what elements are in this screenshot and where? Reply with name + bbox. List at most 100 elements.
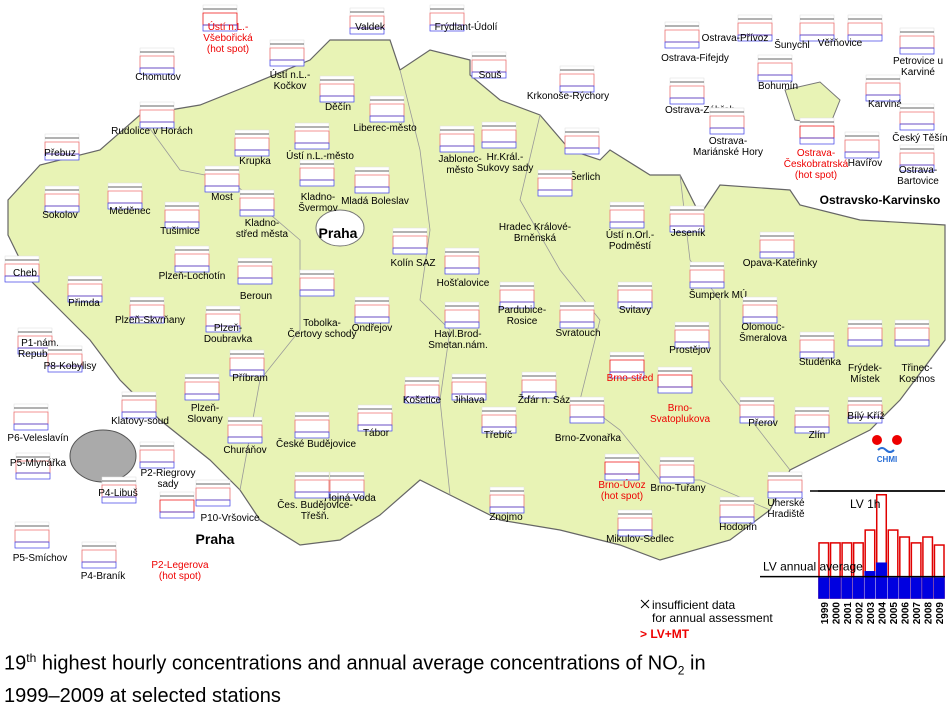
chmi-logo [872,435,902,453]
station-chart-band [739,416,775,424]
station-label: sady [157,479,178,490]
station: Mladá Boleslav [341,166,409,207]
station: Ostrava-Českobratrská(hot spot) [784,117,849,181]
station-label: Studénka [799,357,842,368]
station-chart-band [664,41,700,49]
station-chart-band [121,411,157,419]
legend-bar [864,571,876,599]
insufficient-symbol [640,599,650,609]
station: Valdek [349,7,386,35]
station-label: P4-Braník [81,571,126,582]
station-label: Měděnec [109,206,150,217]
station-chart-band [139,121,175,129]
station-chart-band [899,164,935,172]
station: Žďár n. Sáz [518,371,570,406]
station-label: Karviné [901,67,935,78]
station-chart-band [799,137,835,145]
station-chart-band [234,149,270,157]
station-chart-band [354,316,390,324]
station-label: Plzeň-Lochotín [159,271,226,282]
legend-bar [841,577,853,599]
station-label: Svratouch [555,328,600,339]
station-label: Prostějov [669,345,711,356]
legend-bar [852,577,864,599]
station: Krkonoše-Rýchory [527,65,609,102]
station-chart-band [844,151,880,159]
station-label: Ústí n.L.-město [286,149,354,162]
station-label: Žďár n. Sáz [518,393,570,406]
station: Pardubice-Rosice [498,281,546,327]
station-label: (hot spot) [795,170,837,181]
station-label: Bartovice [897,176,939,187]
station: Mikulov-Sedlec [606,509,674,545]
station-label: Rudolice v Horách [111,126,193,137]
station-label: České Budějovice [276,437,356,450]
station-label: Českobratrská [784,157,849,170]
station-label: Čes. Budějovice- [277,498,353,511]
station: Plzeň-Skvrňany [115,296,185,326]
station-chart-band [799,34,835,42]
station-label: město [446,165,474,176]
station-label: Švermov [298,201,337,214]
station-chart-band [139,67,175,75]
station-label: Mikulov-Sedlec [606,534,674,545]
limit-label: LV 1h [850,497,880,511]
station-chart-band [481,426,517,434]
station-label: Jeseník [671,228,706,239]
station-label: Uherské [767,498,805,509]
logo-text: CHMI [877,455,897,464]
station: Chomutov [135,47,181,83]
station: Plzeň-Doubravka [204,305,253,345]
station-chart-band [899,123,935,131]
station-label: Slovany [187,414,223,425]
station: Jablonec-město [438,125,482,176]
x-tick-label: 2006 [901,602,912,625]
station: Krupka [234,129,271,167]
station-chart-band [202,24,238,32]
station-chart-band [164,221,200,229]
station-label: Rosice [507,316,538,327]
station-label: Olomouc- [741,322,784,333]
station-chart-band [659,476,695,484]
legend-text: insufficient data [652,598,735,612]
station: Čes. Budějovice-Třešň. [277,471,353,522]
station-chart-band [44,153,80,161]
station: Zlín [794,406,830,441]
x-tick-label: 2005 [889,602,900,625]
station-chart-band [719,516,755,524]
station-label: Klatovy-soud [111,416,169,427]
station-chart-band [204,185,240,193]
station: Havířov [844,131,882,169]
station-label: Opava-Kateřinky [743,258,817,269]
station: Šerlich [564,127,600,183]
station-chart-band [689,281,725,289]
station: Český Těšín [892,103,948,144]
station-chart-band [369,115,405,123]
station-chart-band [604,473,640,481]
station-label: P10-Vršovice [200,513,260,524]
station-label: Třešň. [301,511,329,522]
station-chart-band [559,85,595,93]
station-chart-band [13,423,49,431]
station-chart-band [357,424,393,432]
station-chart-band [737,34,773,42]
legend-bar [829,577,841,599]
station-chart-band [101,496,137,504]
station: Studénka [799,331,842,368]
station-label: Tušimice [160,226,200,237]
station: Ondřejov [352,296,392,334]
station-chart-band [349,27,385,35]
station: Brno-Svatoplukova [650,366,710,425]
station-chart-band [865,94,901,102]
station-chart-band [47,365,83,373]
legend-bar [875,562,888,599]
station-chart-band [404,396,440,404]
station-label: Sukovy sady [477,163,534,174]
region-border [399,69,451,496]
station-label: Karviná [868,99,902,110]
station-label: Hodonín [719,522,757,533]
station-chart-band [227,436,263,444]
station-label: Všebořická [203,33,253,44]
station: Kladno-střed města [236,189,289,240]
